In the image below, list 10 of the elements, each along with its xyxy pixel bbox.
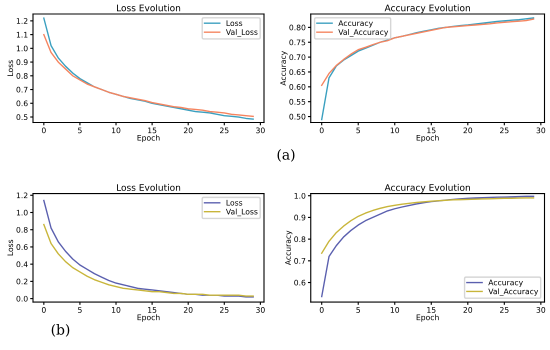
line-series: [321, 197, 534, 254]
chart-title: Loss Evolution: [117, 4, 180, 12]
chart-title: Loss Evolution: [117, 184, 180, 191]
line-series: [321, 18, 534, 86]
line-series: [43, 224, 254, 297]
chart-title: Accuracy Evolution: [384, 4, 470, 14]
text: (b): [52, 324, 70, 337]
text: (a): [278, 149, 294, 162]
chart-title: Accuracy Evolution: [384, 184, 470, 193]
line-series: [321, 17, 534, 120]
